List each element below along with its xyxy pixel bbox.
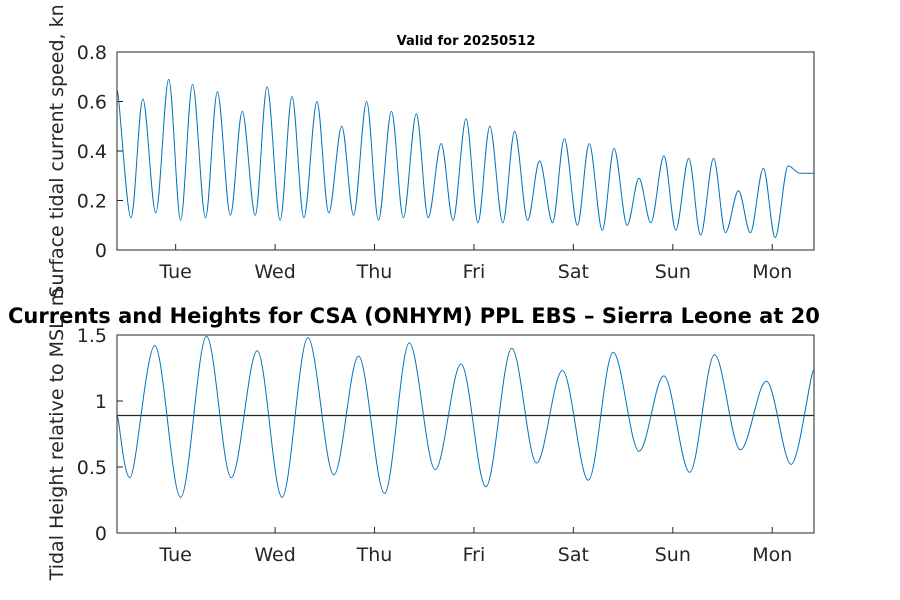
current-speed-title: Valid for 20250512 — [397, 34, 536, 49]
tidal-height-y-tick-label: 1 — [95, 391, 107, 413]
tidal-height-x-tick-label: Tue — [158, 544, 191, 566]
tidal-height-y-ticks: 0 0.5 1 1.5 — [77, 325, 123, 545]
tidal-height-y-tick-label: 0.5 — [77, 457, 107, 479]
current-speed-y-ticks: 0 0.2 0.4 0.6 0.8 — [77, 42, 123, 262]
current-speed-x-tick-label: Fri — [463, 261, 486, 283]
current-speed-y-label: Surface tidal current speed, kn — [46, 4, 68, 297]
tidal-height-x-tick-label: Wed — [254, 544, 295, 566]
tidal-height-plot-area — [116, 334, 815, 534]
tidal-height-x-tick-label: Sun — [655, 544, 691, 566]
tidal-height-y-tick-label: 0 — [95, 523, 107, 545]
current-speed-x-tick-label: Thu — [356, 261, 393, 283]
tidal-height-y-tick-label: 1.5 — [77, 325, 107, 347]
current-speed-y-tick-label: 0.4 — [77, 141, 107, 163]
tidal-height-x-tick-label: Sat — [558, 544, 589, 566]
current-speed-x-ticks: Tue Wed Thu Fri Sat Sun Mon — [158, 244, 792, 283]
current-speed-y-tick-label: 0.6 — [77, 92, 107, 114]
current-speed-y-tick-label: 0.2 — [77, 191, 107, 213]
tidal-height-panel: 0 0.5 1 1.5 Tue Wed Thu Fri Sat Sun Mon — [77, 325, 815, 566]
current-speed-panel: Valid for 20250512 00.20.40.60.8 Tue Wed T… — [77, 34, 815, 283]
current-speed-plot-area — [116, 51, 815, 251]
current-speed-x-tick-label: Sun — [655, 261, 691, 283]
tidal-height-x-ticks: Tue Wed Thu Fri Sat Sun Mon — [158, 527, 792, 566]
current-speed-y-tick-label: 0.8 — [77, 42, 107, 64]
current-speed-x-tick-label: Tue — [158, 261, 191, 283]
current-speed-y-tick-label: 0 — [95, 240, 107, 262]
main-chart-title: Currents and Heights for CSA (ONHYM) PPL… — [8, 304, 820, 328]
tidal-height-line — [116, 335, 815, 498]
current-speed-x-tick-label: Sat — [558, 261, 589, 283]
current-speed-line — [116, 78, 814, 239]
tidal-height-y-label: Tidal Height relative to MSL, m — [46, 288, 68, 582]
tidal-height-x-tick-label: Thu — [356, 544, 393, 566]
tidal-height-x-tick-label: Fri — [463, 544, 486, 566]
tidal-height-x-tick-label: Mon — [752, 544, 792, 566]
current-speed-x-tick-label: Mon — [752, 261, 792, 283]
current-speed-x-tick-label: Wed — [254, 261, 295, 283]
